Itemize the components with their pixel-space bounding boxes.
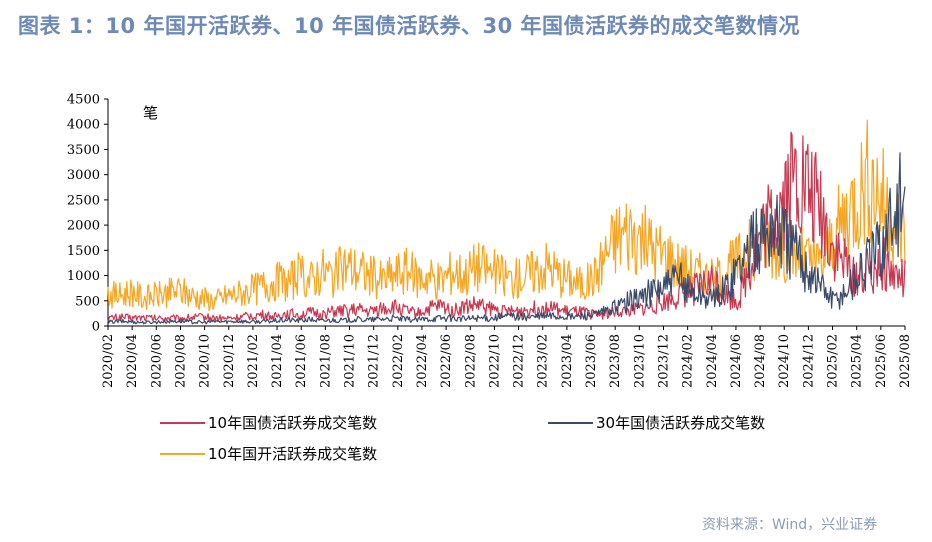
y-axis-unit: 笔: [143, 104, 158, 122]
x-tick-label: 2021/10: [343, 334, 358, 388]
legend-label-30y-treasury: 30年国债活跃券成交笔数: [596, 414, 765, 432]
y-tick-label: 2500: [67, 193, 100, 208]
y-tick-label: 4000: [67, 118, 100, 133]
y-tick-label: 1000: [67, 269, 100, 284]
x-tick-label: 2020/10: [198, 334, 213, 388]
x-tick-label: 2024/10: [777, 334, 792, 388]
x-tick-label: 2022/04: [415, 334, 430, 388]
x-tick-label: 2020/06: [149, 334, 164, 388]
x-tick-label: 2023/06: [584, 334, 599, 388]
x-tick-label: 2023/02: [536, 334, 551, 388]
x-tick-label: 2024/02: [681, 334, 696, 388]
x-tick-label: 2021/06: [294, 334, 309, 388]
y-tick-label: 3500: [67, 143, 100, 158]
y-tick-label: 3000: [67, 168, 100, 183]
x-tick-label: 2021/02: [246, 334, 261, 388]
x-tick-label: 2022/12: [512, 334, 527, 388]
x-tick-label: 2021/12: [367, 334, 382, 388]
x-tick-label: 2023/08: [608, 334, 623, 388]
y-tick-label: 500: [75, 294, 100, 309]
x-tick-label: 2025/02: [826, 334, 841, 388]
x-tick-label: 2020/08: [173, 334, 188, 388]
x-tick-label: 2020/04: [125, 334, 140, 388]
y-tick-label: 4500: [67, 93, 100, 108]
x-tick-label: 2022/06: [439, 334, 454, 388]
x-tick-label: 2022/10: [487, 334, 502, 388]
x-tick-label: 2023/10: [632, 334, 647, 388]
series-line-1: [107, 152, 906, 325]
legend-label-10y-treasury: 10年国债活跃券成交笔数: [208, 414, 377, 432]
x-tick-label: 2022/02: [391, 334, 406, 388]
source-note: 资料来源：Wind，兴业证券: [702, 517, 878, 533]
legend: 10年国债活跃券成交笔数 30年国债活跃券成交笔数 10年国开活跃券成交笔数: [160, 414, 765, 463]
x-tick-label: 2024/12: [801, 334, 816, 388]
y-tick-label: 2000: [67, 219, 100, 234]
x-tick-label: 2025/06: [874, 334, 889, 388]
y-tick-label: 0: [92, 320, 100, 335]
x-tick-label: 2023/04: [560, 334, 575, 388]
series-line-2: [107, 119, 906, 312]
x-tick-label: 2021/08: [318, 334, 333, 388]
x-tick-label: 2020/02: [101, 334, 116, 388]
x-tick-label: 2025/04: [850, 334, 865, 388]
x-tick-label: 2020/12: [222, 334, 237, 388]
x-tick-label: 2024/04: [705, 334, 720, 388]
x-tick-label: 2022/08: [463, 334, 478, 388]
chart-title: 图表 1：10 年国开活跃券、10 年国债活跃券、30 年国债活跃券的成交笔数情…: [18, 14, 801, 38]
y-tick-label: 1500: [67, 244, 100, 259]
x-tick-label: 2023/12: [656, 334, 671, 388]
x-tick-label: 2024/06: [729, 334, 744, 388]
x-tick-label: 2025/08: [898, 334, 913, 388]
series-line-0: [107, 131, 906, 323]
x-tick-label: 2024/08: [753, 334, 768, 388]
x-tick-label: 2021/04: [270, 334, 285, 388]
legend-label-10y-cdb: 10年国开活跃券成交笔数: [208, 445, 377, 463]
series-group: [107, 119, 906, 325]
axes: 0 500 1000 1500 2000 2500 3000 3500 4000 4500 2020…: [67, 93, 913, 389]
